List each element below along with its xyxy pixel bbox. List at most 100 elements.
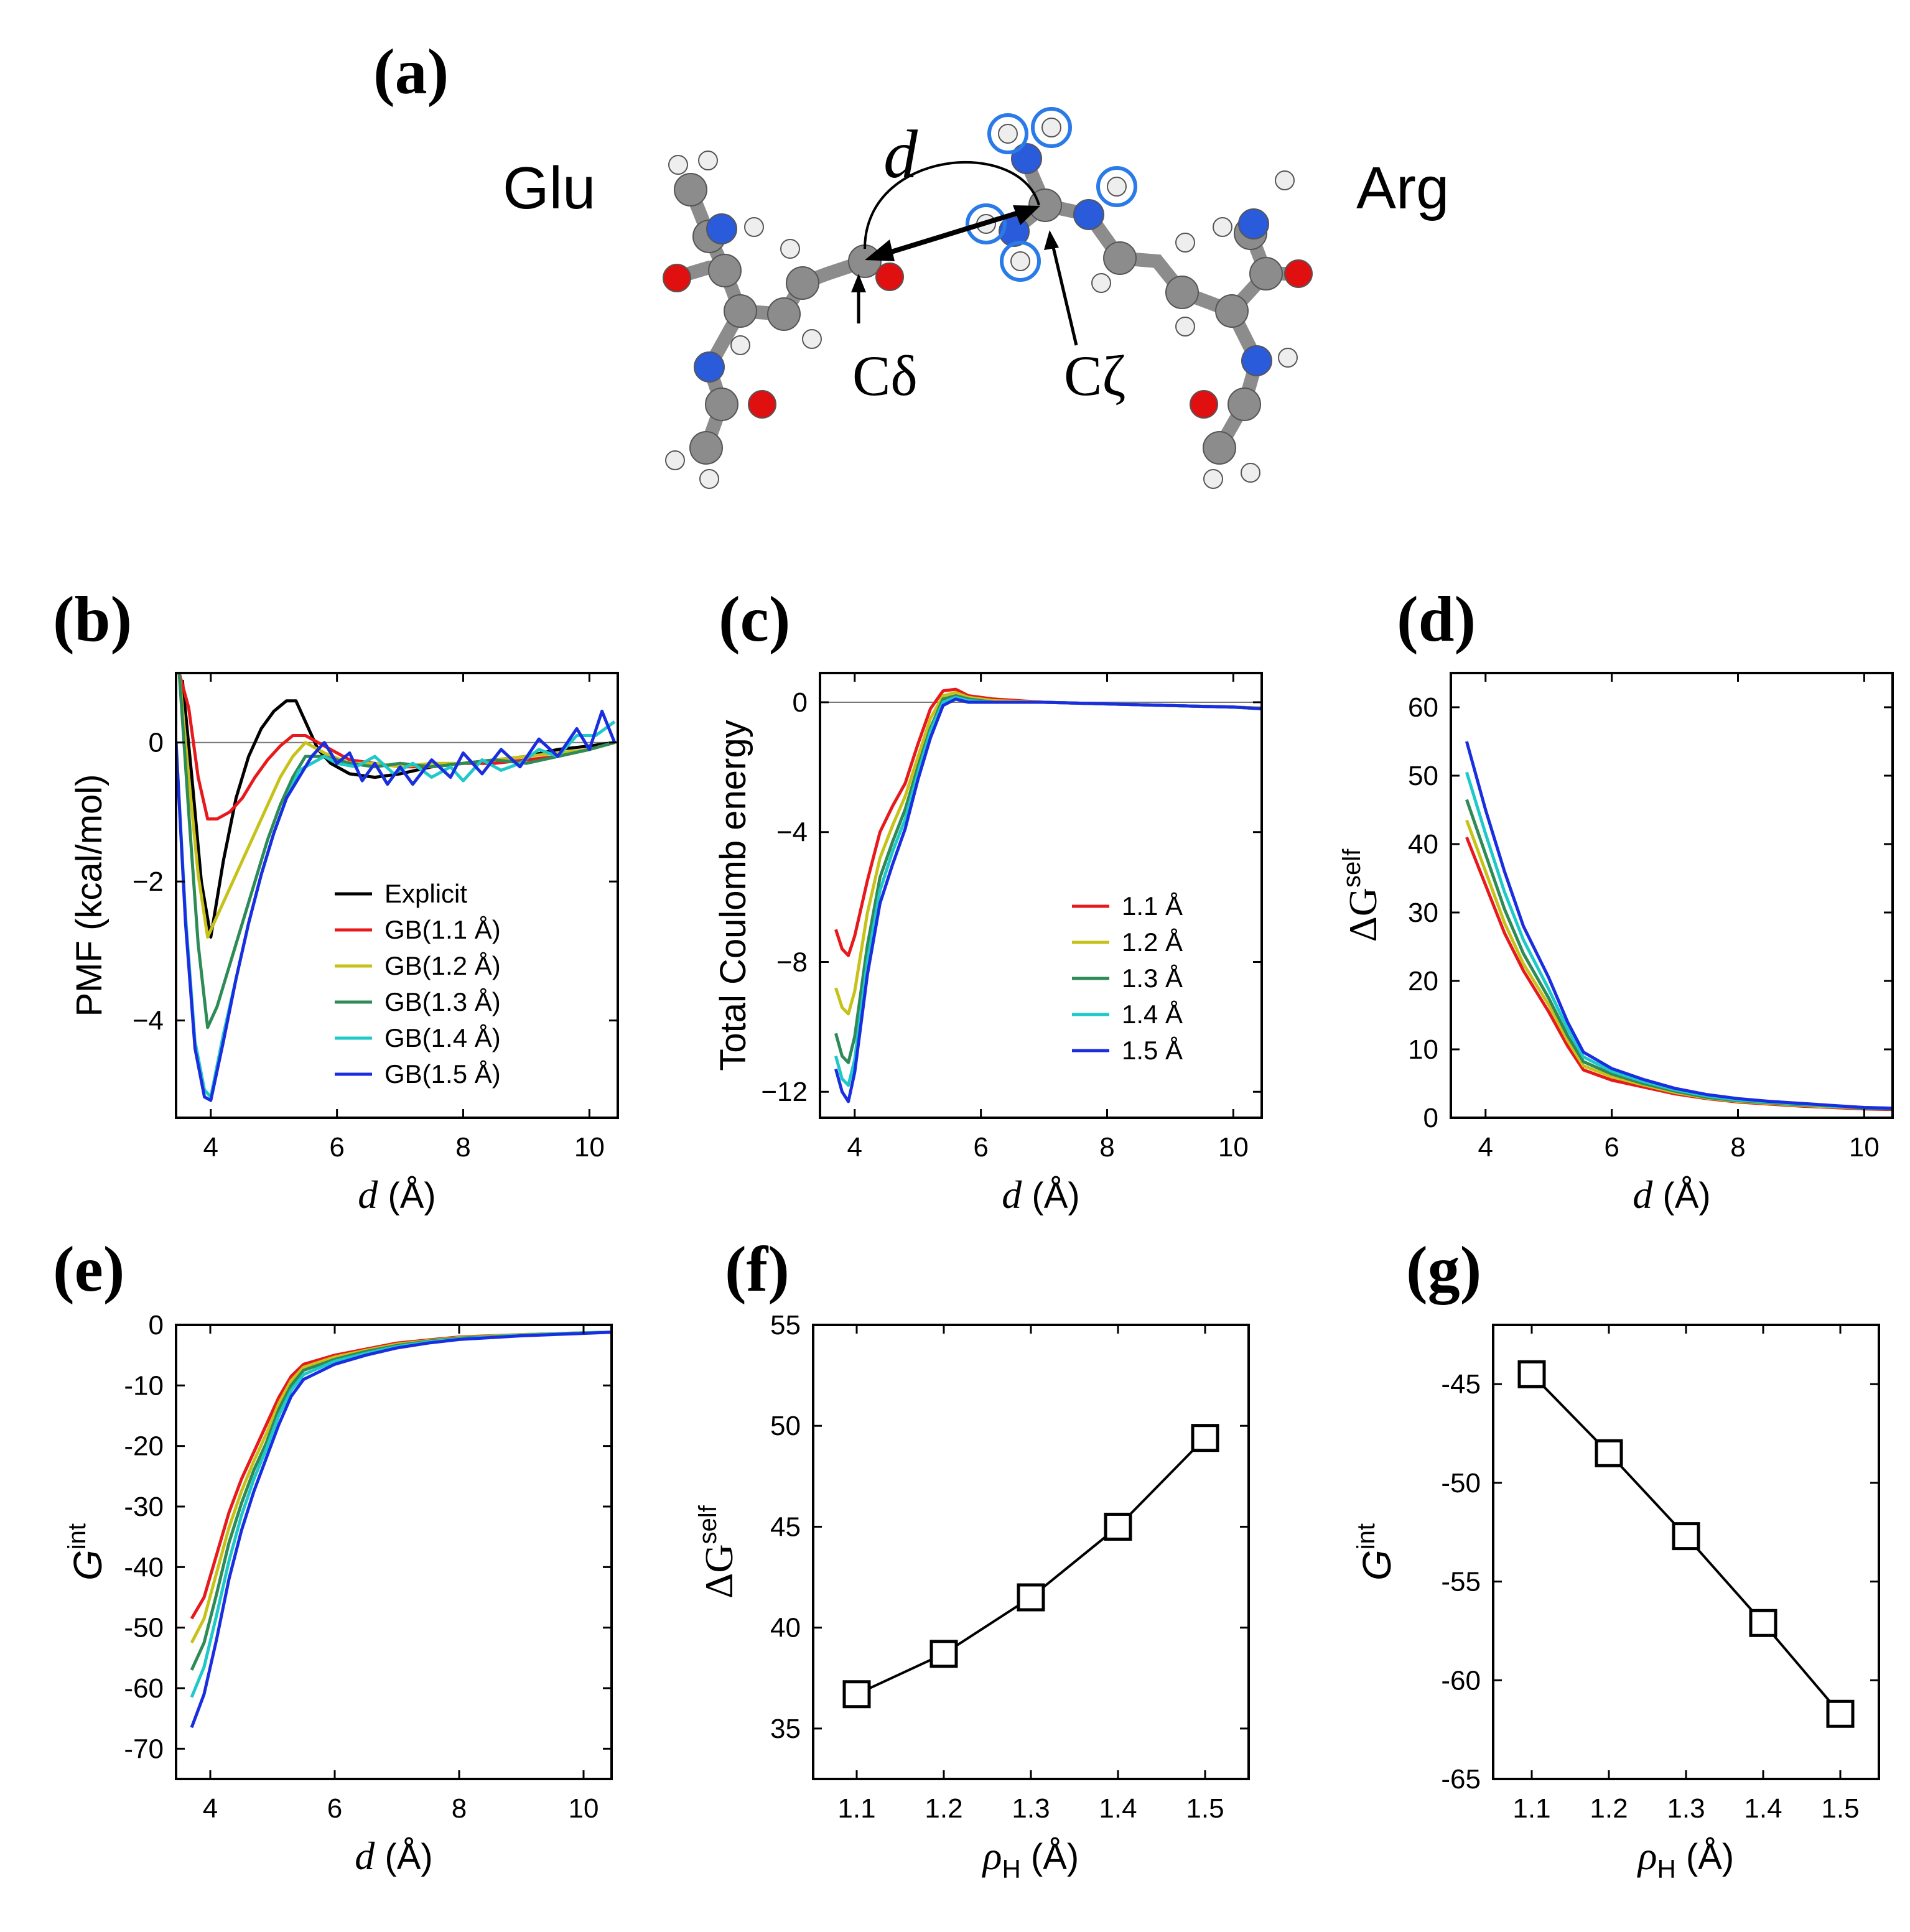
- carbon-atom: [1203, 431, 1236, 465]
- y-tick-label: 50: [770, 1411, 801, 1441]
- y-axis-label-main: ΔG: [697, 1544, 741, 1598]
- distance-arc: [864, 161, 1040, 249]
- czeta-pointer-head: [1044, 230, 1059, 250]
- x-axis-label-symbol: ρ: [982, 1834, 1002, 1878]
- x-tick-label: 1.2: [925, 1793, 962, 1824]
- panel-label-g: (g): [1406, 1233, 1481, 1305]
- y-tick-label: −12: [761, 1077, 808, 1107]
- y-tick-label: 35: [770, 1714, 801, 1744]
- hydrogen-atom: [1107, 177, 1127, 197]
- plot-frame: [1450, 672, 1894, 1119]
- carbon-atom: [674, 173, 707, 207]
- x-tick-label: 6: [329, 1132, 344, 1163]
- glu-arg-molecule-diagram: [663, 107, 1313, 489]
- y-tick-label: -20: [124, 1431, 164, 1462]
- x-tick-label: 1.3: [1012, 1793, 1050, 1824]
- oxygen-atom: [1190, 390, 1218, 419]
- legend-label: 1.2 Å: [1122, 927, 1183, 957]
- hydrogen-atom: [1203, 469, 1223, 489]
- legend-label: 1.3 Å: [1122, 964, 1183, 993]
- hydrogen-atom: [998, 124, 1018, 144]
- y-tick-label: -60: [124, 1673, 164, 1704]
- x-tick-label: 4: [203, 1132, 218, 1163]
- legend-label: 1.5 Å: [1122, 1036, 1183, 1065]
- czeta-pointer: [1050, 239, 1078, 346]
- distance-line: [870, 206, 1034, 261]
- y-tick-label: 30: [1408, 898, 1438, 928]
- hydrogen-atom: [699, 469, 719, 489]
- series-line-e-2: [190, 1331, 612, 1671]
- oxygen-atom: [875, 262, 904, 291]
- series-line-e-3: [190, 1331, 612, 1698]
- legend-label: Explicit: [384, 879, 467, 908]
- x-tick-label: 1.4: [1744, 1793, 1782, 1824]
- x-axis-label-symbol: d: [355, 1834, 375, 1878]
- arg-sidechain-bond: [1082, 208, 1239, 318]
- hydrogen-highlight-ring: [987, 113, 1028, 154]
- data-marker-square: [1672, 1522, 1700, 1551]
- hydrogen-highlight-ring: [966, 203, 1007, 244]
- arg-label: Arg: [1356, 155, 1449, 221]
- y-tick-label: 55: [770, 1310, 801, 1340]
- x-axis-label: d (Å): [355, 1834, 432, 1878]
- y-tick-label: 50: [1408, 761, 1438, 791]
- y-tick-label: -30: [124, 1492, 164, 1522]
- x-tick-label: 1.5: [1186, 1793, 1224, 1824]
- nitrogen-atom: [694, 351, 725, 383]
- hydrogen-atom: [1041, 118, 1061, 137]
- series-line-b-1: [177, 673, 615, 821]
- x-tick-label: 6: [327, 1793, 342, 1824]
- y-tick-label: -45: [1441, 1369, 1481, 1400]
- carbon-atom: [767, 297, 801, 331]
- x-tick-label: 8: [1099, 1132, 1114, 1163]
- chart-b-pmf: 4 6 8 10 0 −2 −4 d (Å) PMF (kcal/mol) Explicit GB(…: [69, 672, 619, 1217]
- data-marker-square: [1191, 1424, 1219, 1452]
- x-axis-label-unit: (Å): [1676, 1837, 1734, 1877]
- carbon-atom: [1103, 241, 1137, 275]
- carbon-atom: [786, 266, 819, 300]
- hydrogen-atom: [1241, 463, 1260, 483]
- carbon-atom: [1249, 257, 1283, 290]
- carbon-atom: [1215, 294, 1249, 328]
- nitrogen-atom: [1238, 208, 1269, 239]
- series-line-b-2: [177, 673, 615, 939]
- series-line-c-3: [834, 695, 1262, 1087]
- y-axis-label: Total Coulomb energy: [713, 720, 753, 1070]
- x-tick-label: 1.2: [1590, 1793, 1628, 1824]
- x-tick-label: 6: [973, 1132, 988, 1163]
- distance-arrow: [851, 161, 1078, 346]
- x-tick-label: 6: [1604, 1132, 1619, 1163]
- y-axis-label-superscript: int: [1353, 1523, 1380, 1549]
- series-line-d-4: [1465, 741, 1893, 1110]
- panel-a: (a) Glu Arg d Cδ Cζ: [373, 36, 1449, 489]
- x-axis-label-unit: (Å): [375, 1837, 432, 1877]
- hydrogen-highlight-ring: [1000, 241, 1041, 282]
- hydrogen-atom: [1091, 273, 1111, 293]
- x-tick-label: 4: [1478, 1132, 1493, 1163]
- y-axis-label-main: G: [1354, 1549, 1399, 1581]
- x-tick-label: 1.3: [1667, 1793, 1705, 1824]
- carbon-atom: [708, 254, 742, 287]
- legend-label: GB(1.5 Å): [384, 1059, 501, 1089]
- cdelta-pointer-head: [851, 274, 866, 292]
- carbon-atom: [1228, 388, 1261, 421]
- y-tick-label: 40: [770, 1613, 801, 1643]
- y-axis-label-superscript: self: [1338, 848, 1366, 888]
- atom-label-czeta: Cζ: [1064, 344, 1125, 407]
- legend-label: GB(1.1 Å): [384, 915, 501, 944]
- y-tick-label: −4: [133, 1006, 164, 1036]
- chart-e-g-int: 4 6 8 10 0 -10 -20 -30 -40 -50 -60 -70 d (Å) Gint: [63, 1310, 613, 1878]
- y-axis-label: PMF (kcal/mol): [69, 774, 109, 1017]
- hydrogen-atom: [1278, 348, 1298, 368]
- x-axis-label: ρH (Å): [1637, 1834, 1735, 1883]
- hydrogen-atom: [1010, 251, 1030, 271]
- panel-label-d: (d): [1397, 583, 1476, 655]
- hydrogen-atom: [730, 335, 750, 355]
- x-axis-label-symbol: ρ: [1637, 1834, 1657, 1878]
- x-axis-label-unit: (Å): [378, 1176, 436, 1216]
- chart-g-g-int-vs-rho: 1.1 1.2 1.3 1.4 1.5 -45 -50 -55 -60 -65 ρH (Å) Gint: [1353, 1324, 1880, 1883]
- y-tick-label: -50: [1441, 1468, 1481, 1498]
- x-axis-label: d (Å): [1633, 1173, 1710, 1217]
- x-tick-label: 10: [569, 1793, 599, 1824]
- panel-label-c: (c): [719, 583, 790, 655]
